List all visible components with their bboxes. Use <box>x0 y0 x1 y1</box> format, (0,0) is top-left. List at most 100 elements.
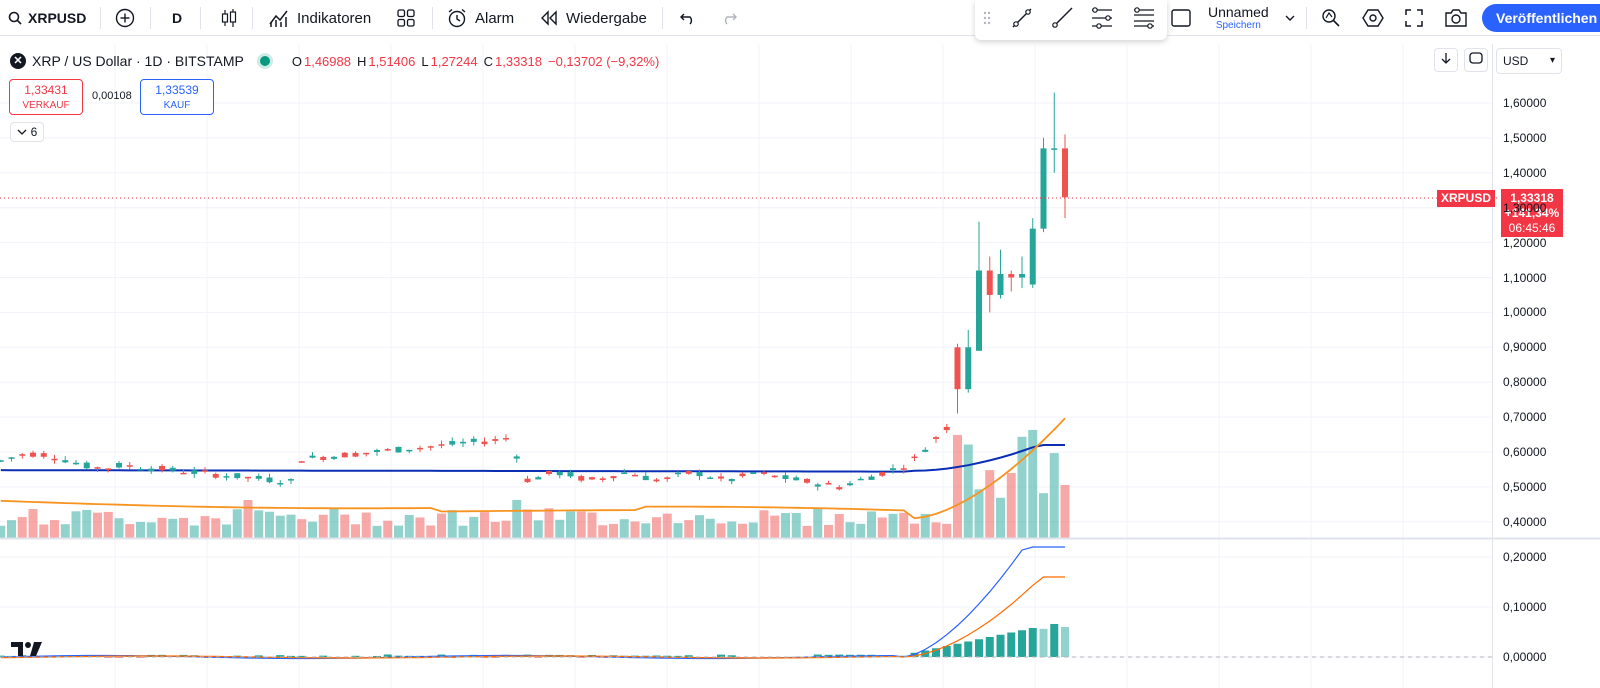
candle-body <box>610 476 617 479</box>
volume-bar <box>834 514 844 538</box>
search-icon <box>8 11 22 25</box>
volume-bar <box>469 516 479 538</box>
candle-body <box>922 449 929 452</box>
macd-histogram-bar <box>975 639 983 657</box>
macd-histogram-bar <box>297 655 306 657</box>
moving-averages <box>0 417 1066 520</box>
macd-histogram-bar <box>287 655 295 657</box>
templates-grid-icon <box>396 8 416 28</box>
volume-bar <box>1006 473 1016 538</box>
candle-body <box>847 483 853 486</box>
market-status-icon[interactable] <box>259 56 270 66</box>
macd-histogram-bar <box>663 655 672 657</box>
indicators-button[interactable]: Indikatoren <box>268 0 371 36</box>
sell-price: 1,33431 <box>24 83 68 97</box>
interval-button[interactable]: D <box>172 10 183 26</box>
candle-body <box>750 472 757 474</box>
ray-icon[interactable] <box>1049 0 1075 36</box>
candle-body <box>384 449 391 451</box>
candle-body <box>8 457 15 459</box>
volume-bar <box>136 521 145 538</box>
snapshot-button[interactable] <box>1444 0 1468 36</box>
volume-bar <box>1049 453 1059 538</box>
candle-body <box>277 483 284 485</box>
parallel-channel-icon[interactable] <box>1089 0 1115 36</box>
macd-histogram-bar <box>254 655 263 657</box>
candle-body <box>1040 148 1047 229</box>
currency-value: USD <box>1503 54 1529 68</box>
replay-icon <box>539 10 559 26</box>
symbol-search-button[interactable]: XRPUSD <box>8 0 86 36</box>
macd-histogram-bar <box>674 655 682 657</box>
buy-button[interactable]: 1,33539 KAUF <box>140 79 214 115</box>
compare-symbol-button[interactable] <box>115 0 135 36</box>
osc-label: 0,20000 <box>1503 550 1547 564</box>
candle-body <box>94 467 101 469</box>
volume-bar <box>415 517 425 538</box>
volume-bar <box>931 522 941 538</box>
quick-search-button[interactable] <box>1320 0 1342 36</box>
tradingview-logo-icon[interactable] <box>10 640 46 663</box>
candle-body <box>438 444 445 446</box>
drag-handle-icon[interactable] <box>983 0 991 36</box>
replay-button[interactable]: Wiedergabe <box>539 0 647 36</box>
publish-button[interactable]: Veröffentlichen <box>1482 4 1600 32</box>
candle-body <box>169 467 176 471</box>
candle-body <box>976 270 982 351</box>
macd-histogram-bar <box>684 655 693 657</box>
volume-bar <box>813 508 823 538</box>
volume-bar <box>630 521 640 538</box>
candle-body <box>148 468 155 472</box>
candle-body <box>965 347 972 390</box>
settings-button[interactable] <box>1362 0 1384 36</box>
volume-bar <box>71 511 81 538</box>
volume-bar <box>781 513 790 538</box>
scroll-to-latest-button[interactable] <box>1434 48 1458 72</box>
price-axis[interactable] <box>0 44 1600 688</box>
ma-long-line <box>0 444 1065 473</box>
save-layout-button[interactable]: Unnamed Speichern <box>1208 0 1269 36</box>
candle-body <box>825 482 832 485</box>
candle-body <box>933 437 939 439</box>
sell-button[interactable]: 1,33431 VERKAUF <box>9 79 83 115</box>
candle-body <box>836 487 843 490</box>
undo-button[interactable] <box>679 0 697 36</box>
volume-bar <box>705 518 715 538</box>
layout-menu-button[interactable] <box>1284 0 1296 36</box>
candle-body <box>513 456 520 459</box>
price-label: 1,30000 <box>1503 200 1547 215</box>
buy-price: 1,33539 <box>155 83 199 97</box>
candle-body <box>1008 274 1015 278</box>
redo-button[interactable] <box>720 0 738 36</box>
reset-chart-button[interactable] <box>1464 48 1488 72</box>
candle-body <box>621 472 628 475</box>
volume-bar <box>168 518 178 538</box>
currency-select[interactable]: USD ▾ <box>1496 48 1562 74</box>
volume-bar <box>125 524 135 538</box>
candle-body <box>653 479 660 482</box>
last-change: +141,34% <box>1504 206 1560 220</box>
volume-bar <box>985 470 995 538</box>
legend-title[interactable]: XRP / US Dollar · 1D · BITSTAMP <box>32 53 244 69</box>
volume-bar <box>458 525 468 538</box>
fib-retracement-icon[interactable] <box>1131 0 1157 36</box>
volume-bar <box>662 513 672 538</box>
candle-body <box>718 476 724 479</box>
camera-icon <box>1444 8 1468 28</box>
candle-body <box>857 478 864 481</box>
volume-bar <box>404 515 414 538</box>
chart-style-button[interactable] <box>218 0 240 36</box>
layout-name: Unnamed <box>1208 4 1269 20</box>
alarm-button[interactable]: Alarm <box>446 0 514 36</box>
trend-line-icon[interactable] <box>1009 0 1035 36</box>
macd-histogram-bar <box>373 655 381 657</box>
collapse-indicators-button[interactable]: 6 <box>10 122 44 142</box>
volume-bar <box>39 524 49 538</box>
volume-bars <box>0 429 1070 538</box>
candle-body <box>363 452 370 455</box>
layout-select-button[interactable] <box>1170 0 1192 36</box>
fullscreen-button[interactable] <box>1404 0 1424 36</box>
indicator-templates-button[interactable] <box>396 0 416 36</box>
price-label: 0,90000 <box>1503 340 1547 355</box>
